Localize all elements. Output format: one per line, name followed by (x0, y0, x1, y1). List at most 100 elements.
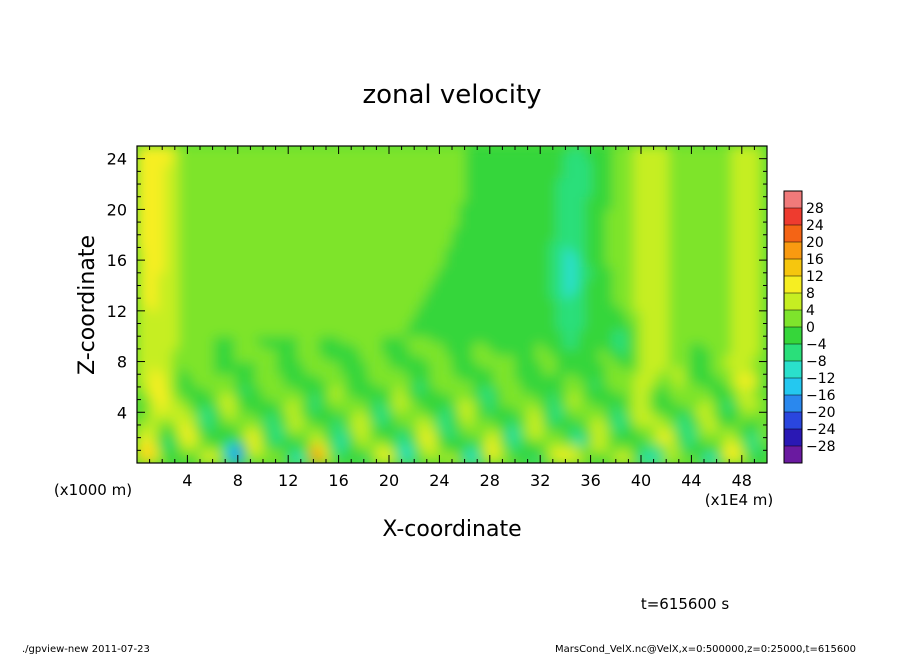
heatmap-cell (325, 196, 334, 204)
heatmap-cell (157, 189, 166, 198)
heatmap-cell (507, 183, 516, 191)
heatmap-cell (395, 367, 404, 375)
heatmap-cell (661, 335, 670, 344)
heatmap-cell (654, 304, 663, 312)
heatmap-cell (325, 380, 334, 388)
heatmap-cell (465, 265, 474, 274)
heatmap-cell (402, 437, 411, 445)
heatmap-cell (549, 183, 558, 191)
heatmap-cell (234, 253, 243, 261)
heatmap-cell (710, 335, 719, 344)
heatmap-cell (241, 196, 250, 204)
heatmap-cell (710, 227, 719, 236)
heatmap-cell (556, 380, 565, 388)
heatmap-cell (584, 424, 593, 432)
heatmap-cell (591, 405, 600, 413)
heatmap-cell (549, 361, 558, 369)
heatmap-cell (612, 335, 621, 344)
heatmap-cell (549, 158, 558, 166)
heatmap-cell (696, 348, 705, 356)
heatmap-cell (745, 215, 754, 223)
heatmap-cell (185, 291, 194, 299)
heatmap-cell (682, 411, 691, 420)
heatmap-cell (507, 208, 516, 217)
heatmap-cell (381, 221, 390, 229)
heatmap-cell (346, 196, 355, 204)
heatmap-cell (472, 246, 481, 255)
heatmap-cell (528, 348, 537, 356)
heatmap-cell (395, 240, 404, 248)
heatmap-cell (689, 354, 698, 363)
heatmap-cell (598, 449, 607, 458)
heatmap-cell (199, 272, 208, 280)
heatmap-cell (255, 342, 264, 350)
heatmap-cell (472, 202, 481, 210)
heatmap-cell (626, 202, 635, 210)
heatmap-cell (332, 424, 341, 432)
heatmap-cell (535, 146, 544, 153)
heatmap-cell (150, 284, 159, 293)
heatmap-cell (444, 146, 453, 153)
heatmap-cell (619, 329, 628, 337)
heatmap-cell (752, 335, 761, 344)
heatmap-cell (395, 234, 404, 242)
heatmap-cell (647, 234, 656, 242)
heatmap-cell (290, 196, 299, 204)
heatmap-cell (682, 272, 691, 280)
heatmap-cell (444, 335, 453, 344)
heatmap-cell (143, 304, 152, 312)
heatmap-cell (626, 373, 635, 382)
heatmap-cell (297, 291, 306, 299)
heatmap-cell (738, 234, 747, 242)
heatmap-cell (192, 227, 201, 236)
heatmap-cell (626, 246, 635, 255)
heatmap-cell (703, 437, 712, 445)
heatmap-cell (696, 215, 705, 223)
heatmap-cell (304, 240, 313, 248)
heatmap-cell (374, 259, 383, 267)
heatmap-cell (374, 449, 383, 458)
heatmap-cell (675, 418, 684, 426)
heatmap-cell (486, 405, 495, 413)
heatmap-cell (367, 335, 376, 344)
heatmap-cell (612, 316, 621, 325)
heatmap-cell (423, 189, 432, 198)
heatmap-cell (213, 424, 222, 432)
heatmap-cell (696, 170, 705, 179)
heatmap-cell (731, 265, 740, 274)
heatmap-cell (458, 196, 467, 204)
heatmap-cell (339, 411, 348, 420)
heatmap-cell (318, 202, 327, 210)
heatmap-cell (164, 424, 173, 432)
heatmap-cell (374, 234, 383, 242)
heatmap-cell (479, 310, 488, 318)
heatmap-cell (297, 215, 306, 223)
heatmap-cell (633, 297, 642, 305)
heatmap-cell (297, 348, 306, 356)
heatmap-cell (290, 424, 299, 432)
heatmap-cell (437, 399, 446, 407)
heatmap-cell (570, 386, 579, 394)
heatmap-cell (185, 380, 194, 388)
heatmap-cell (227, 449, 236, 458)
heatmap-cell (276, 386, 285, 394)
heatmap-cell (612, 297, 621, 305)
heatmap-cell (458, 456, 467, 463)
heatmap-cell (458, 291, 467, 299)
heatmap-cell (234, 177, 243, 185)
heatmap-cell (549, 196, 558, 204)
heatmap-cell (759, 361, 767, 369)
heatmap-cell (507, 430, 516, 439)
heatmap-cell (535, 253, 544, 261)
heatmap-cell (290, 278, 299, 286)
heatmap-cell (479, 297, 488, 305)
heatmap-cell (521, 424, 530, 432)
heatmap-cell (290, 348, 299, 356)
heatmap-cell (318, 227, 327, 236)
heatmap-cell (563, 246, 572, 255)
heatmap-cell (311, 234, 320, 242)
heatmap-cell (137, 443, 145, 451)
heatmap-cell (227, 265, 236, 274)
heatmap-cell (591, 253, 600, 261)
heatmap-cell (465, 272, 474, 280)
